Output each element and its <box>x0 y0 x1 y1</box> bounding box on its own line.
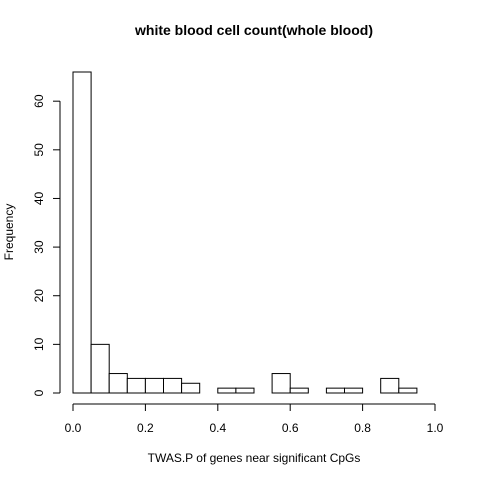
histogram-bar-17 <box>380 377 400 394</box>
y-axis: 0 10 20 30 40 50 60 <box>32 94 61 396</box>
histogram-bar-4 <box>144 377 164 394</box>
x-tick-label-5: 1.0 <box>427 421 444 435</box>
histogram-bar-14 <box>325 387 345 394</box>
x-tick-label-1: 0.2 <box>137 421 154 435</box>
x-axis-label: TWAS.P of genes near significant CpGs <box>148 451 361 465</box>
x-axis: 0.0 0.2 0.4 0.6 0.8 1.0 <box>65 403 444 435</box>
chart-title: white blood cell count(whole blood) <box>134 22 373 38</box>
x-tick-label-4: 0.8 <box>354 421 371 435</box>
y-axis-label: Frequency <box>2 204 16 261</box>
y-tick-label-2: 20 <box>32 289 46 303</box>
histogram-bar-18 <box>398 387 418 394</box>
histogram-bar-3 <box>126 377 146 394</box>
histogram-bar-2 <box>108 373 128 394</box>
y-tick-label-6: 60 <box>32 94 46 108</box>
x-tick-label-2: 0.4 <box>209 421 226 435</box>
histogram-bar-11 <box>271 373 291 394</box>
y-tick-label-4: 40 <box>32 191 46 205</box>
y-tick-label-0: 0 <box>32 389 46 396</box>
y-tick-label-3: 30 <box>32 240 46 254</box>
histogram-bar-9 <box>235 387 255 394</box>
histogram-bar-0 <box>72 71 92 394</box>
y-tick-label-1: 10 <box>32 337 46 351</box>
y-tick-label-5: 50 <box>32 143 46 157</box>
histogram-bar-1 <box>90 343 110 394</box>
histogram-bar-6 <box>181 382 201 394</box>
histogram-bar-12 <box>289 387 309 394</box>
histogram-bars <box>72 71 418 394</box>
x-tick-label-0: 0.0 <box>65 421 82 435</box>
histogram-bar-15 <box>344 387 364 394</box>
x-tick-label-3: 0.6 <box>282 421 299 435</box>
histogram-bar-8 <box>217 387 237 394</box>
histogram-bar-5 <box>163 377 183 394</box>
